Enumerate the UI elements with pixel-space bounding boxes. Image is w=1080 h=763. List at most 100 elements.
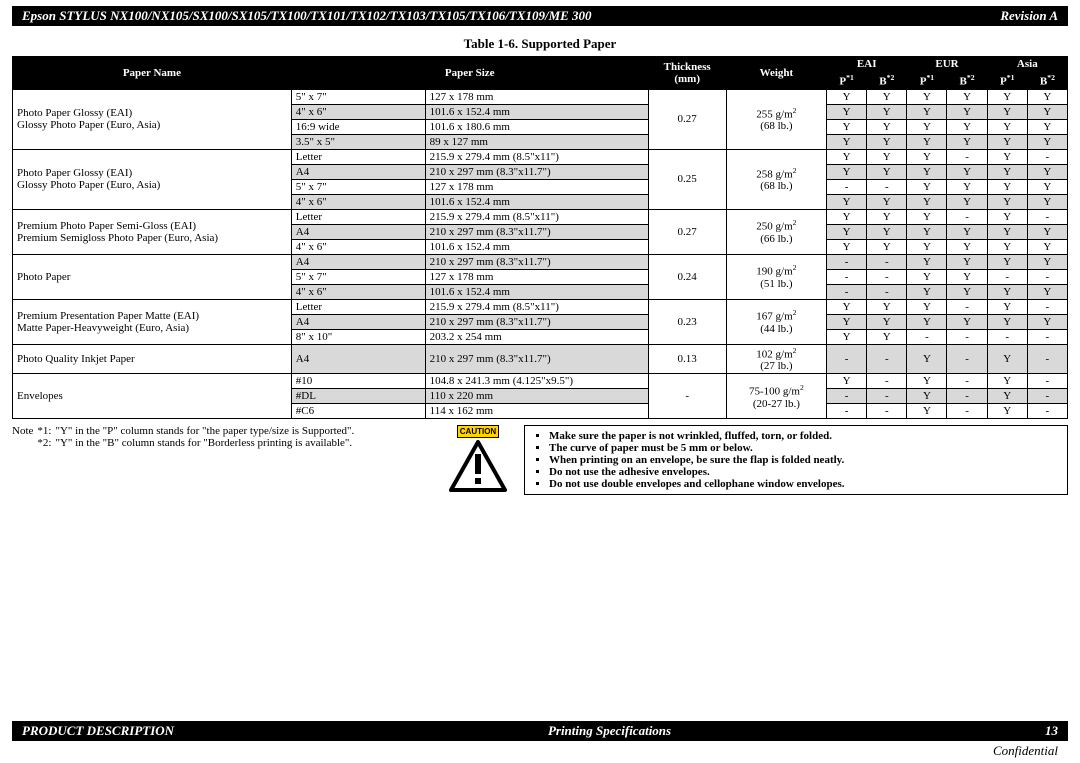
size-label-cell: 5" x 7": [291, 89, 425, 104]
support-cell: Y: [987, 119, 1027, 134]
support-cell: -: [987, 329, 1027, 344]
caution-item: Make sure the paper is not wrinkled, flu…: [549, 430, 1059, 442]
support-cell: Y: [987, 89, 1027, 104]
thickness-cell: 0.23: [648, 299, 726, 344]
weight-cell: 258 g/m2(68 lb.): [726, 149, 826, 209]
table-row: Photo Paper Glossy (EAI)Glossy Photo Pap…: [13, 89, 1068, 104]
support-cell: -: [947, 209, 987, 224]
size-label-cell: 5" x 7": [291, 179, 425, 194]
support-cell: -: [947, 389, 987, 404]
support-cell: Y: [867, 224, 907, 239]
thickness-cell: 0.25: [648, 149, 726, 209]
support-cell: Y: [987, 389, 1027, 404]
thickness-cell: -: [648, 374, 726, 419]
support-cell: Y: [947, 164, 987, 179]
size-dim-cell: 210 x 297 mm (8.3"x11.7"): [425, 224, 648, 239]
support-cell: -: [827, 404, 867, 419]
size-dim-cell: 114 x 162 mm: [425, 404, 648, 419]
th-eur: EUR: [907, 57, 987, 72]
th-eai-b: B*2: [867, 72, 907, 90]
support-cell: Y: [987, 299, 1027, 314]
support-cell: -: [947, 344, 987, 374]
support-cell: -: [867, 344, 907, 374]
note1-star: *1:: [37, 425, 55, 437]
caution-label: CAUTION: [457, 425, 499, 438]
support-cell: Y: [947, 269, 987, 284]
support-cell: Y: [947, 239, 987, 254]
size-label-cell: 4" x 6": [291, 284, 425, 299]
size-label-cell: A4: [291, 344, 425, 374]
support-cell: -: [867, 374, 907, 389]
support-cell: Y: [947, 104, 987, 119]
support-cell: Y: [987, 404, 1027, 419]
header-title: Epson STYLUS NX100/NX105/SX100/SX105/TX1…: [22, 8, 592, 24]
paper-name-cell: Premium Presentation Paper Matte (EAI)Ma…: [13, 299, 292, 344]
footer-left: PRODUCT DESCRIPTION: [22, 723, 174, 739]
table-row: Premium Photo Paper Semi-Gloss (EAI)Prem…: [13, 209, 1068, 224]
support-cell: Y: [867, 89, 907, 104]
size-label-cell: A4: [291, 254, 425, 269]
size-dim-cell: 127 x 178 mm: [425, 89, 648, 104]
support-cell: Y: [987, 194, 1027, 209]
paper-name-cell: Photo Paper Glossy (EAI)Glossy Photo Pap…: [13, 149, 292, 209]
note1-text: "Y" in the "P" column stands for "the pa…: [55, 425, 354, 437]
support-cell: -: [947, 404, 987, 419]
support-cell: Y: [947, 119, 987, 134]
support-cell: -: [1027, 329, 1067, 344]
support-cell: Y: [827, 89, 867, 104]
paper-name-cell: Photo Paper: [13, 254, 292, 299]
size-dim-cell: 127 x 178 mm: [425, 179, 648, 194]
caution-icon-box: CAUTION: [442, 425, 514, 492]
size-label-cell: A4: [291, 224, 425, 239]
support-cell: Y: [907, 269, 947, 284]
size-label-cell: 4" x 6": [291, 104, 425, 119]
support-cell: Y: [907, 374, 947, 389]
weight-cell: 167 g/m2(44 lb.): [726, 299, 826, 344]
support-cell: -: [827, 284, 867, 299]
size-label-cell: A4: [291, 314, 425, 329]
paper-name-cell: Photo Paper Glossy (EAI)Glossy Photo Pap…: [13, 89, 292, 149]
support-cell: Y: [1027, 179, 1067, 194]
support-cell: Y: [907, 89, 947, 104]
th-eai-p: P*1: [827, 72, 867, 90]
support-cell: Y: [1027, 164, 1067, 179]
support-cell: Y: [1027, 284, 1067, 299]
size-label-cell: Letter: [291, 149, 425, 164]
page-header: Epson STYLUS NX100/NX105/SX100/SX105/TX1…: [12, 6, 1068, 26]
support-cell: Y: [1027, 119, 1067, 134]
support-cell: -: [1027, 374, 1067, 389]
size-dim-cell: 101.6 x 152.4 mm: [425, 104, 648, 119]
thickness-cell: 0.13: [648, 344, 726, 374]
size-label-cell: 5" x 7": [291, 269, 425, 284]
table-row: Premium Presentation Paper Matte (EAI)Ma…: [13, 299, 1068, 314]
support-cell: Y: [907, 314, 947, 329]
size-dim-cell: 215.9 x 279.4 mm (8.5"x11"): [425, 149, 648, 164]
support-cell: Y: [1027, 89, 1067, 104]
header-revision: Revision A: [1000, 8, 1058, 24]
support-cell: -: [947, 374, 987, 389]
table-row: Photo Quality Inkjet PaperA4210 x 297 mm…: [13, 344, 1068, 374]
support-cell: -: [867, 284, 907, 299]
page-footer: PRODUCT DESCRIPTION Printing Specificati…: [12, 721, 1068, 741]
caution-text-box: Make sure the paper is not wrinkled, flu…: [524, 425, 1068, 495]
caution-item: Do not use the adhesive envelopes.: [549, 466, 1059, 478]
size-dim-cell: 101.6 x 152.4 mm: [425, 284, 648, 299]
support-cell: Y: [1027, 254, 1067, 269]
support-cell: Y: [1027, 239, 1067, 254]
size-dim-cell: 101.6 x 180.6 mm: [425, 119, 648, 134]
support-cell: Y: [907, 389, 947, 404]
th-eai: EAI: [827, 57, 907, 72]
size-dim-cell: 104.8 x 241.3 mm (4.125"x9.5"): [425, 374, 648, 389]
support-cell: Y: [907, 194, 947, 209]
support-cell: Y: [827, 299, 867, 314]
thickness-cell: 0.27: [648, 209, 726, 254]
support-cell: Y: [907, 224, 947, 239]
support-cell: Y: [907, 209, 947, 224]
support-cell: Y: [947, 314, 987, 329]
support-cell: -: [1027, 209, 1067, 224]
support-cell: Y: [1027, 134, 1067, 149]
support-cell: Y: [947, 89, 987, 104]
support-cell: Y: [987, 224, 1027, 239]
size-dim-cell: 101.6 x 152.4 mm: [425, 194, 648, 209]
warning-icon: [449, 440, 507, 492]
